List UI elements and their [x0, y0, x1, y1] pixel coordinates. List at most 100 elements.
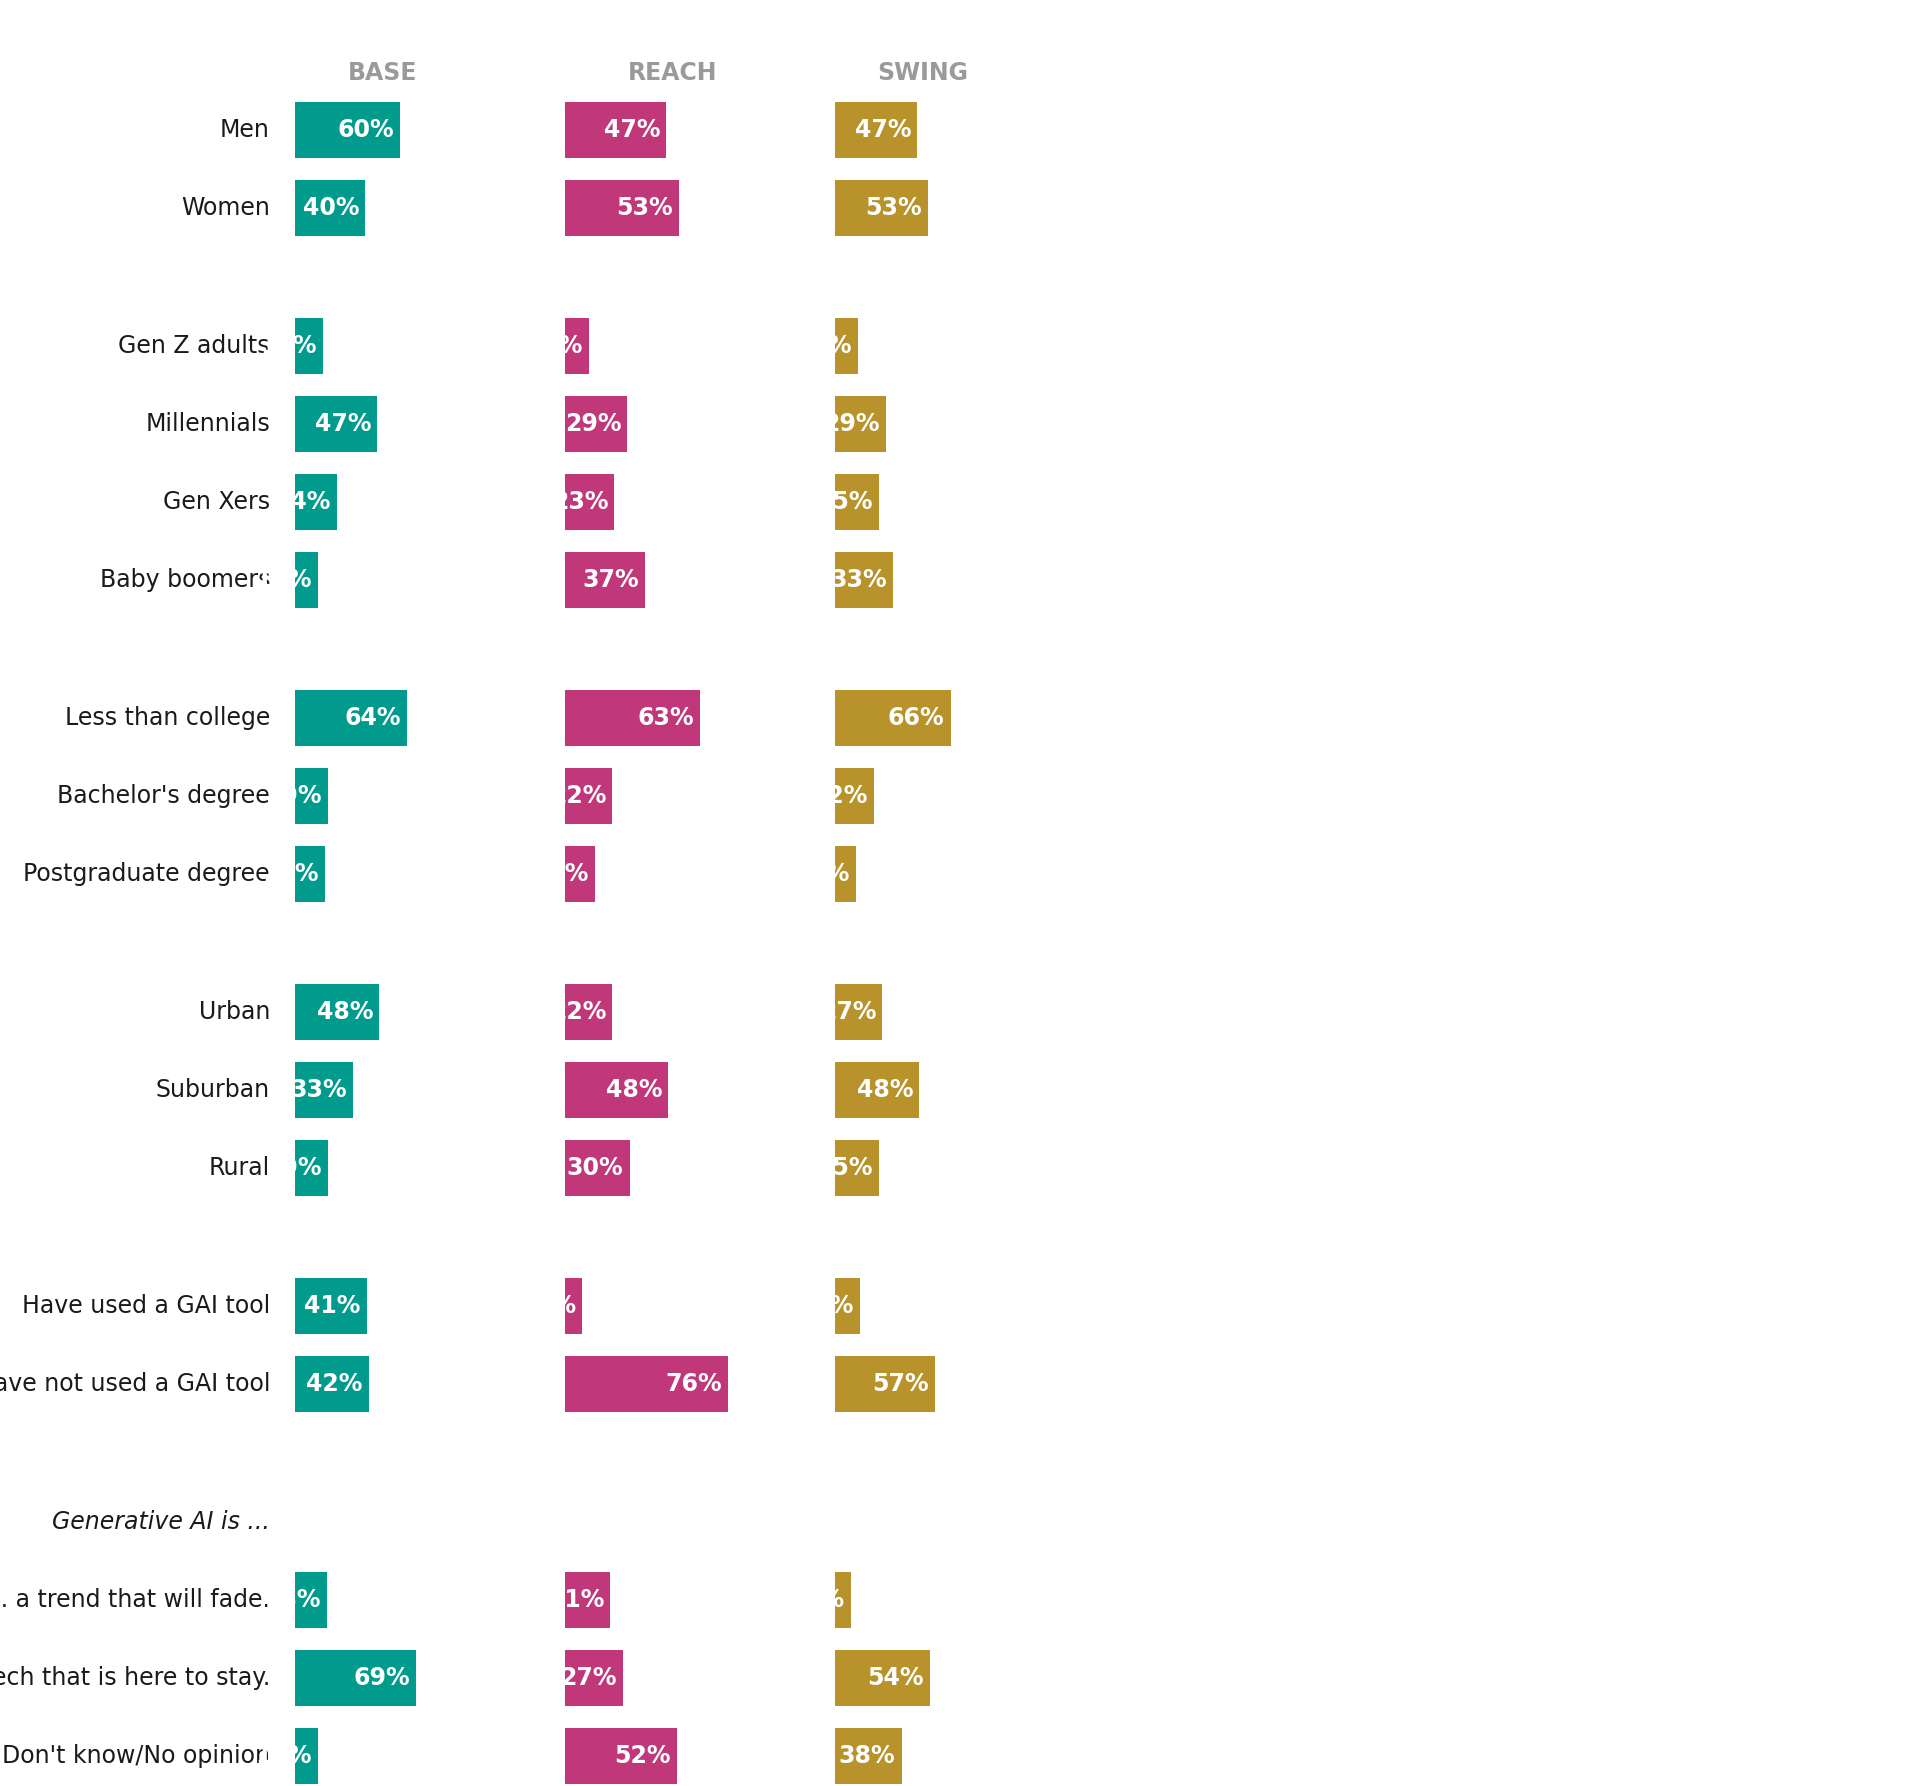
FancyBboxPatch shape [296, 1356, 369, 1413]
FancyBboxPatch shape [835, 1356, 935, 1413]
Text: Gen Z adults: Gen Z adults [119, 334, 271, 357]
FancyBboxPatch shape [835, 552, 893, 607]
Text: 11%: 11% [526, 334, 582, 357]
Text: 17%: 17% [263, 863, 319, 886]
Text: 22%: 22% [810, 784, 868, 807]
FancyBboxPatch shape [564, 1572, 611, 1629]
Text: Rural: Rural [209, 1156, 271, 1181]
FancyBboxPatch shape [564, 689, 701, 747]
FancyBboxPatch shape [835, 180, 927, 236]
FancyBboxPatch shape [296, 180, 365, 236]
FancyBboxPatch shape [564, 396, 628, 452]
Text: 53%: 53% [866, 196, 922, 220]
Text: 52%: 52% [614, 1743, 670, 1768]
Text: 30%: 30% [566, 1156, 624, 1181]
FancyBboxPatch shape [296, 318, 323, 373]
Text: 47%: 47% [854, 118, 912, 143]
FancyBboxPatch shape [835, 847, 856, 902]
FancyBboxPatch shape [564, 768, 612, 823]
FancyBboxPatch shape [296, 1650, 417, 1706]
FancyBboxPatch shape [564, 102, 666, 159]
FancyBboxPatch shape [296, 396, 376, 452]
Text: ... a trend that will fade.: ... a trend that will fade. [0, 1588, 271, 1613]
Text: Generative AI is ...: Generative AI is ... [52, 1509, 271, 1534]
Text: 57%: 57% [872, 1372, 929, 1397]
Text: Less than college: Less than college [65, 705, 271, 730]
FancyBboxPatch shape [835, 318, 858, 373]
Text: BASE: BASE [348, 61, 417, 84]
Text: Don't know/No opinion: Don't know/No opinion [2, 1743, 271, 1768]
Text: ... tech that is here to stay.: ... tech that is here to stay. [0, 1666, 271, 1690]
FancyBboxPatch shape [564, 1139, 630, 1197]
Text: 41%: 41% [305, 1295, 361, 1318]
Text: Urban: Urban [198, 1000, 271, 1023]
Text: Suburban: Suburban [156, 1079, 271, 1102]
Text: 29%: 29% [564, 413, 622, 436]
FancyBboxPatch shape [296, 1279, 367, 1334]
Text: 9%: 9% [804, 1588, 845, 1613]
Text: 33%: 33% [290, 1079, 348, 1102]
Text: Men: Men [221, 118, 271, 143]
Text: 25%: 25% [816, 489, 874, 514]
Text: Have not used a GAI tool: Have not used a GAI tool [0, 1372, 271, 1397]
Text: 27%: 27% [561, 1666, 616, 1690]
Text: 19%: 19% [265, 784, 323, 807]
FancyBboxPatch shape [296, 1063, 353, 1118]
Text: 27%: 27% [820, 1000, 876, 1023]
FancyBboxPatch shape [296, 768, 328, 823]
FancyBboxPatch shape [296, 552, 317, 607]
Text: 48%: 48% [605, 1079, 662, 1102]
FancyBboxPatch shape [296, 1139, 328, 1197]
FancyBboxPatch shape [835, 102, 918, 159]
Text: 47%: 47% [603, 118, 660, 143]
Text: 33%: 33% [829, 568, 887, 591]
FancyBboxPatch shape [296, 473, 338, 530]
FancyBboxPatch shape [835, 1279, 860, 1334]
Text: 66%: 66% [887, 705, 945, 730]
Text: Postgraduate degree: Postgraduate degree [23, 863, 271, 886]
Text: 13%: 13% [795, 334, 852, 357]
Text: 16%: 16% [261, 334, 317, 357]
FancyBboxPatch shape [564, 1727, 676, 1784]
Text: 47%: 47% [315, 413, 371, 436]
FancyBboxPatch shape [564, 1279, 582, 1334]
Text: 24%: 24% [275, 489, 330, 514]
Text: Women: Women [180, 196, 271, 220]
Text: 22%: 22% [549, 1000, 607, 1023]
FancyBboxPatch shape [835, 689, 950, 747]
FancyBboxPatch shape [296, 984, 378, 1039]
FancyBboxPatch shape [296, 689, 407, 747]
Text: 38%: 38% [839, 1743, 895, 1768]
Text: SWING: SWING [877, 61, 968, 84]
Text: Baby boomers: Baby boomers [100, 568, 271, 591]
FancyBboxPatch shape [564, 1356, 728, 1413]
Text: 54%: 54% [868, 1666, 924, 1690]
Text: 14%: 14% [797, 1295, 854, 1318]
Text: Have used a GAI tool: Have used a GAI tool [21, 1295, 271, 1318]
Text: 21%: 21% [547, 1588, 605, 1613]
Text: 13%: 13% [255, 1743, 311, 1768]
FancyBboxPatch shape [564, 984, 612, 1039]
FancyBboxPatch shape [296, 102, 399, 159]
FancyBboxPatch shape [296, 1572, 326, 1629]
FancyBboxPatch shape [835, 473, 879, 530]
FancyBboxPatch shape [564, 318, 589, 373]
FancyBboxPatch shape [564, 552, 645, 607]
FancyBboxPatch shape [564, 180, 680, 236]
Text: 42%: 42% [305, 1372, 363, 1397]
FancyBboxPatch shape [835, 1727, 902, 1784]
FancyBboxPatch shape [296, 1727, 317, 1784]
FancyBboxPatch shape [564, 1650, 624, 1706]
Text: Bachelor's degree: Bachelor's degree [58, 784, 271, 807]
Text: Millennials: Millennials [146, 413, 271, 436]
FancyBboxPatch shape [835, 768, 874, 823]
Text: 8%: 8% [536, 1295, 576, 1318]
Text: 19%: 19% [265, 1156, 323, 1181]
Text: 25%: 25% [816, 1156, 874, 1181]
Text: 14%: 14% [532, 863, 589, 886]
Text: 18%: 18% [265, 1588, 321, 1613]
Text: 29%: 29% [824, 413, 879, 436]
Text: 12%: 12% [793, 863, 851, 886]
FancyBboxPatch shape [564, 1063, 668, 1118]
Text: 13%: 13% [255, 568, 311, 591]
